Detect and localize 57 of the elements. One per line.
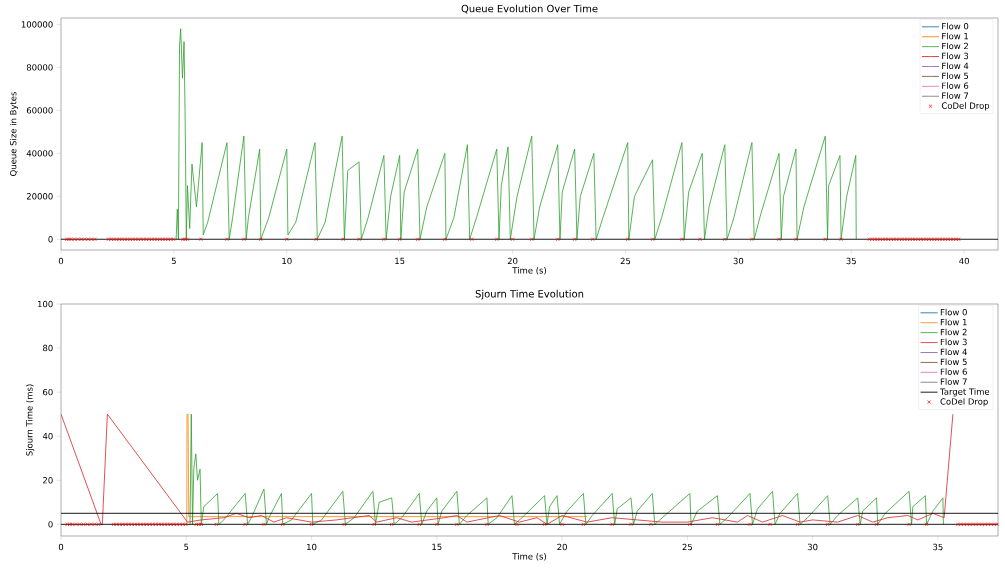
y-axis-title: Queue Size in Bytes — [9, 92, 19, 176]
y-tick-label: 100 — [38, 300, 53, 308]
x-tick-label: 40 — [959, 257, 969, 265]
legend-label: Flow 0 — [942, 22, 969, 30]
line-series — [189, 413, 944, 525]
chart-title: Sjourn Time Evolution — [475, 289, 584, 300]
y-tick-label: 20000 — [26, 193, 53, 200]
legend-label: CoDel Drop — [941, 102, 990, 111]
x-axis-title: Time (s) — [512, 267, 546, 275]
x-tick-label: 15 — [432, 543, 442, 551]
legend-label: Flow 4 — [940, 348, 967, 356]
legend-label: Flow 0 — [940, 308, 967, 316]
y-tick-label: 80 — [43, 344, 53, 352]
x-tick-label: 10 — [307, 543, 317, 551]
legend-label: Flow 5 — [940, 358, 967, 366]
legend-label: Flow 7 — [940, 378, 967, 385]
legend-label: Flow 5 — [942, 72, 969, 80]
legend-label: Flow 6 — [940, 368, 967, 375]
legend-label: Flow 2 — [942, 42, 968, 50]
y-tick-label: 60000 — [26, 107, 53, 114]
y-tick-label: 0 — [48, 236, 53, 243]
x-axis-title: Time (s) — [512, 553, 546, 561]
y-tick-label: 20 — [43, 477, 53, 484]
legend-label: Flow 2 — [940, 328, 967, 336]
x-tick-label: 0 — [58, 257, 64, 265]
legend-label: Flow 1 — [940, 318, 967, 326]
legend-label: Flow 7 — [942, 92, 969, 99]
legend-label: Flow 3 — [942, 52, 969, 60]
legend-label: Flow 6 — [942, 82, 969, 89]
y-tick-label: 0 — [48, 521, 53, 528]
y-axis-title: Sjourn Time (ms) — [26, 384, 35, 456]
chart-title: Queue Evolution Over Time — [461, 4, 598, 14]
line-series — [61, 413, 954, 525]
x-tick-label: 20 — [507, 257, 518, 265]
x-tick-label: 5 — [171, 257, 176, 265]
legend-label: Flow 4 — [942, 62, 969, 70]
x-tick-label: 25 — [620, 257, 631, 265]
x-tick-label: 15 — [395, 257, 405, 265]
x-tick-label: 30 — [733, 257, 744, 265]
x-tick-label: 0 — [58, 543, 64, 551]
y-tick-label: 40000 — [26, 150, 53, 157]
y-tick-label: 60 — [43, 388, 53, 396]
y-tick-label: 100000 — [21, 21, 53, 28]
line-series — [175, 28, 857, 240]
legend-label: Target Time — [939, 388, 990, 397]
legend-label: Flow 1 — [942, 32, 969, 40]
x-tick-label: 35 — [846, 257, 856, 265]
y-tick-label: 80000 — [26, 64, 53, 71]
legend-label: CoDel Drop — [940, 398, 988, 407]
x-tick-label: 30 — [807, 543, 818, 551]
legend-label: Flow 3 — [940, 338, 967, 346]
x-tick-label: 20 — [557, 543, 567, 551]
x-tick-label: 10 — [282, 257, 292, 265]
x-tick-label: 5 — [184, 543, 189, 551]
x-tick-label: 25 — [682, 543, 692, 551]
y-tick-label: 40 — [42, 433, 53, 440]
x-tick-label: 35 — [933, 543, 943, 551]
